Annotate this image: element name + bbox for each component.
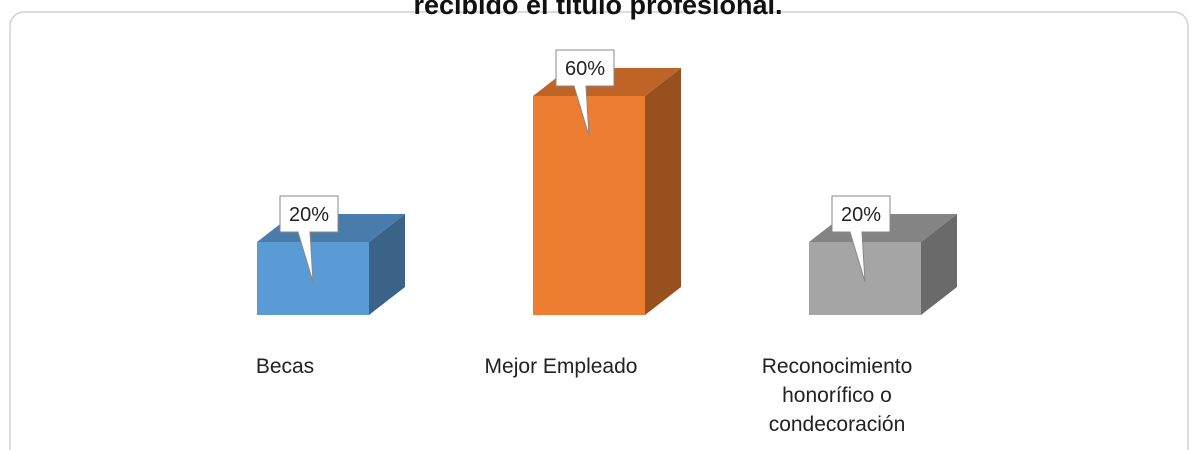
data-label: 20% xyxy=(289,204,329,226)
callout-box xyxy=(279,195,339,283)
chart-title: recibido el título profesional. xyxy=(413,0,782,20)
bar-front xyxy=(533,96,645,315)
data-label: 60% xyxy=(565,58,605,80)
callout-box xyxy=(555,49,615,137)
bar-side xyxy=(645,68,681,315)
bar-side xyxy=(921,214,957,315)
callout-box xyxy=(831,195,891,283)
x-tick-label: Becas xyxy=(255,355,315,378)
x-tick-label: Mejor Empleado xyxy=(484,355,638,378)
bar xyxy=(533,68,681,315)
x-tick-label: Reconocimiento honorífico o condecoració… xyxy=(761,355,913,436)
bar-side xyxy=(369,214,405,315)
data-label: 20% xyxy=(841,204,881,226)
